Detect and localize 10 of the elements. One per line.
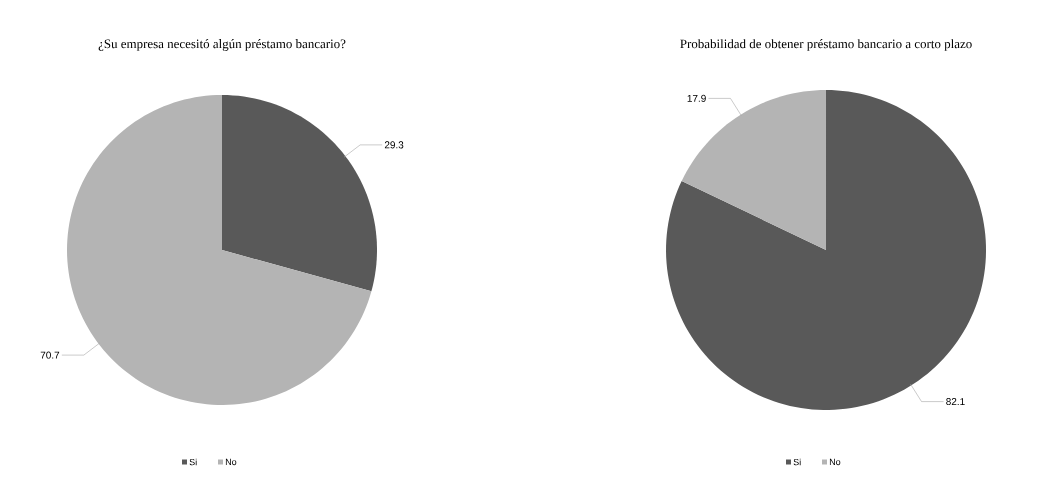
chart-title: ¿Su empresa necesitó algún préstamo bancario? — [98, 39, 346, 51]
legend-label: No — [225, 458, 237, 466]
legend-label: Si — [189, 458, 197, 466]
legend-label: No — [829, 458, 841, 466]
data-label: 17.9 — [687, 94, 706, 102]
data-label: 70.7 — [40, 351, 60, 359]
data-label: 82.1 — [946, 398, 965, 406]
data-label: 29.3 — [384, 141, 404, 149]
chart-title: Probabilidad de obtener préstamo bancario a corto plazo — [680, 39, 972, 51]
legend-label: Si — [793, 458, 801, 466]
